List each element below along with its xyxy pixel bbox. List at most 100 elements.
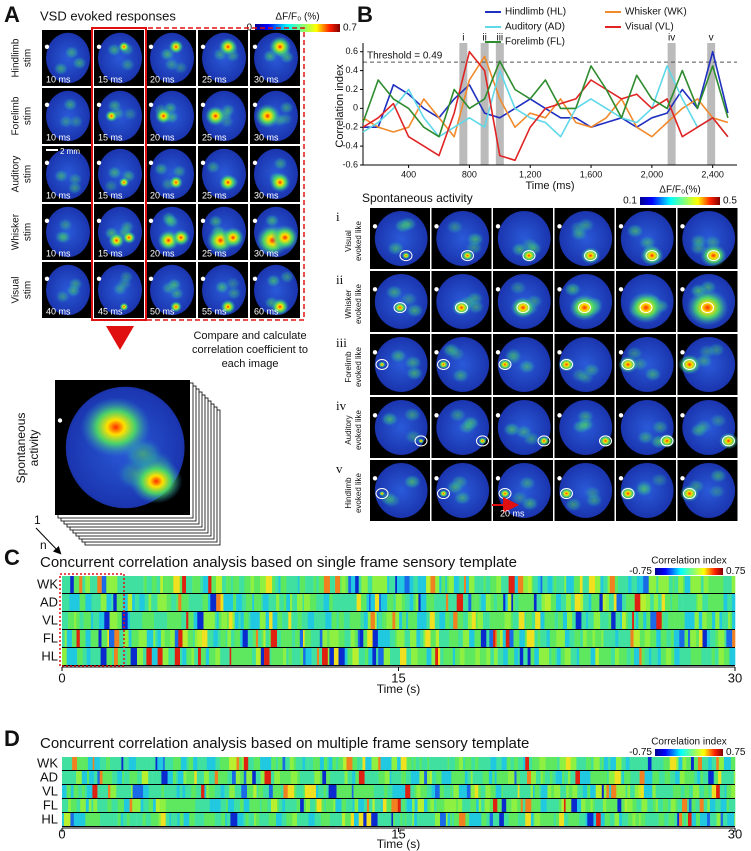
heatmap-stripe bbox=[413, 576, 418, 593]
heatmap-stripe bbox=[575, 612, 582, 629]
heatmap-stripe bbox=[183, 813, 190, 826]
activity bbox=[170, 301, 182, 313]
heatmap-stripe bbox=[359, 630, 364, 647]
heatmap-stripe bbox=[541, 785, 548, 798]
heatmap-stripe bbox=[103, 799, 108, 812]
heatmap-stripe bbox=[130, 757, 137, 770]
heatmap-stripe bbox=[462, 799, 468, 812]
heatmap-stripe bbox=[481, 799, 485, 812]
heatmap-stripe bbox=[336, 813, 343, 826]
heatmap-stripe bbox=[571, 799, 578, 812]
highlight-label: iv bbox=[668, 33, 675, 44]
heatmap-stripe bbox=[675, 799, 678, 812]
heatmap-stripe bbox=[79, 594, 86, 611]
heatmap-stripe bbox=[77, 757, 82, 770]
heatmap-stripe bbox=[236, 757, 240, 770]
activity bbox=[379, 490, 385, 497]
vsd-image bbox=[616, 208, 676, 269]
heatmap-stripe bbox=[186, 799, 193, 812]
marker-dot bbox=[372, 287, 378, 292]
heatmap-stripe bbox=[85, 630, 91, 647]
marker-dot bbox=[557, 224, 562, 229]
heatmap-stripe bbox=[233, 757, 237, 770]
heatmap-stripe bbox=[422, 576, 427, 593]
vsd-image bbox=[370, 208, 430, 269]
heatmap-stripe bbox=[489, 799, 494, 812]
heatmap-stripe bbox=[531, 576, 534, 593]
heatmap-stripe bbox=[291, 630, 296, 647]
heatmap-stripe bbox=[163, 576, 167, 593]
heatmap-stripe bbox=[295, 648, 301, 665]
heatmap-stripe bbox=[694, 612, 700, 629]
heatmap-stripe bbox=[694, 771, 698, 784]
roi-outline bbox=[560, 488, 573, 500]
heatmap-stripe bbox=[354, 799, 359, 812]
vsd-image bbox=[94, 204, 144, 260]
legend-label: Whisker (WK) bbox=[625, 7, 687, 18]
heatmap-stripe bbox=[156, 813, 159, 826]
heatmap-stripe bbox=[193, 630, 196, 647]
heatmap-stripe bbox=[357, 757, 362, 770]
heatmap-stripe bbox=[288, 612, 292, 629]
heatmap-stripe bbox=[114, 612, 118, 629]
heatmap-stripe bbox=[183, 594, 189, 611]
heatmap-stripe bbox=[534, 648, 540, 665]
heatmap-stripe bbox=[131, 630, 137, 647]
heatmap-stripe bbox=[336, 612, 339, 629]
heatmap-stripe bbox=[367, 576, 373, 593]
marker-dot bbox=[618, 224, 624, 229]
heatmap-stripe bbox=[560, 648, 565, 665]
time-label: 10 ms bbox=[46, 74, 71, 84]
texture bbox=[122, 107, 138, 121]
heatmap-stripe bbox=[360, 612, 365, 629]
heatmap-stripe bbox=[93, 799, 98, 812]
heatmap-stripe bbox=[404, 576, 410, 593]
marker-dot bbox=[680, 476, 685, 481]
heatmap-stripe bbox=[117, 648, 121, 665]
heatmap-stripe bbox=[294, 785, 297, 798]
heatmap-stripe bbox=[252, 630, 257, 647]
marker-dot bbox=[372, 476, 378, 481]
activity bbox=[122, 231, 136, 245]
heatmap-stripe bbox=[559, 757, 567, 770]
heatmap-stripe bbox=[701, 648, 707, 665]
heatmap-stripe bbox=[483, 576, 487, 593]
texture bbox=[103, 179, 119, 193]
heatmap-stripe bbox=[490, 757, 497, 770]
heatmap-stripe bbox=[323, 576, 331, 593]
heatmap-stripe bbox=[90, 576, 92, 593]
heatmap-stripe bbox=[622, 576, 629, 593]
heatmap-stripe bbox=[187, 771, 195, 784]
time-label: 30 ms bbox=[254, 248, 279, 258]
heatmap-stripe bbox=[122, 771, 125, 784]
series-line bbox=[362, 65, 729, 138]
heatmap-stripe bbox=[387, 594, 394, 611]
heatmap-stripe bbox=[533, 576, 538, 593]
heatmap-stripe bbox=[563, 799, 566, 812]
heatmap-stripe bbox=[408, 612, 413, 629]
heatmap-stripe bbox=[406, 648, 412, 665]
heatmap-stripe bbox=[726, 630, 733, 647]
heatmap-stripe bbox=[165, 799, 173, 812]
heatmap-stripe bbox=[112, 771, 118, 784]
heatmap-stripe bbox=[600, 576, 604, 593]
heatmap-stripe bbox=[95, 813, 101, 826]
heatmap-stripe bbox=[528, 576, 533, 593]
heatmap-stripe bbox=[496, 594, 500, 611]
heatmap-stripe bbox=[541, 594, 546, 611]
heatmap-stripe bbox=[729, 594, 733, 611]
heatmap-stripe bbox=[176, 771, 179, 784]
texture bbox=[405, 303, 424, 318]
heatmap-stripe bbox=[476, 799, 479, 812]
heatmap-stripe bbox=[567, 612, 573, 629]
heatmap-stripe bbox=[405, 785, 411, 798]
heatmap-stripe bbox=[510, 612, 513, 629]
texture bbox=[445, 219, 464, 235]
heatmap-stripe bbox=[542, 813, 549, 826]
heatmap-stripe bbox=[188, 757, 194, 770]
colorbar-label: Correlation index bbox=[651, 737, 727, 748]
heatmap-stripe bbox=[263, 630, 266, 647]
time-label: 60 ms bbox=[254, 306, 279, 316]
vsd-image bbox=[431, 397, 492, 458]
heatmap-stripe bbox=[426, 576, 431, 593]
